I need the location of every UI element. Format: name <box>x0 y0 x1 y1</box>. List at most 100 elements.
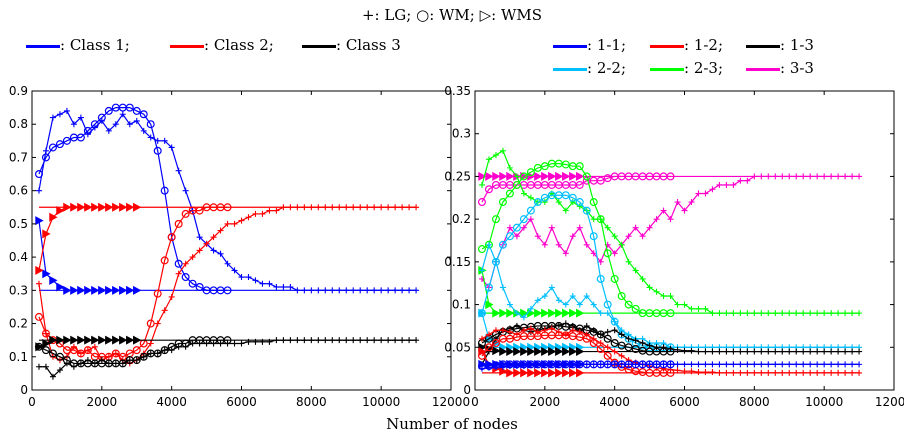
point-class-3-lg <box>112 360 119 367</box>
point-1-1-lg <box>618 361 625 368</box>
point-1-3-lg <box>646 342 653 349</box>
point-1-3-lg <box>821 348 828 355</box>
point-1-3-lg <box>492 335 499 342</box>
point-2-2-wm <box>484 283 493 292</box>
point-class-3-wm <box>41 346 50 355</box>
point-1-2-lg <box>835 369 842 376</box>
point-class-3-lg <box>182 343 189 350</box>
point-1-1-lg <box>534 362 541 369</box>
y-tick-label: 0.8 <box>9 117 28 131</box>
point-2-2-wm <box>596 274 605 283</box>
point-1-2-lg <box>695 369 702 376</box>
point-3-3-lg <box>807 173 814 180</box>
point-1-1-lg <box>562 361 569 368</box>
point-class-3-lg <box>189 340 196 347</box>
x-tick-label: 2000 <box>87 395 118 409</box>
point-class-1-lg <box>112 121 119 128</box>
series-line-class-1-wm <box>38 107 228 291</box>
point-2-2-wm <box>610 317 619 326</box>
point-class-1-lg <box>266 280 273 287</box>
point-2-3-lg <box>506 164 513 171</box>
point-class-2-wm <box>167 233 176 242</box>
point-1-3-lg <box>562 320 569 327</box>
y-tick-label: 0.3 <box>9 283 28 297</box>
point-2-3-lg <box>849 310 856 317</box>
point-1-3-lg <box>758 348 765 355</box>
point-class-2-wm <box>146 319 155 328</box>
point-2-3-lg <box>604 224 611 231</box>
point-class-2-lg <box>161 307 168 314</box>
point-1-2-wms <box>478 347 487 357</box>
point-1-3-lg <box>639 340 646 347</box>
point-1-2-wm <box>491 339 500 348</box>
point-3-3-wms <box>492 171 501 181</box>
series-line-3-3-lg <box>481 175 860 289</box>
point-class-3-lg <box>91 360 98 367</box>
point-1-1-lg <box>772 361 779 368</box>
point-1-1-lg <box>639 361 646 368</box>
point-class-1-lg <box>49 114 56 121</box>
point-class-2-lg <box>238 217 245 224</box>
point-2-3-wms <box>576 308 585 318</box>
point-2-3-lg <box>576 203 583 210</box>
point-class-2-lg <box>259 210 266 217</box>
y-tick-label: 0.2 <box>452 212 471 226</box>
point-class-1-lg <box>105 127 112 134</box>
point-class-3-lg <box>126 357 133 364</box>
point-class-3-lg <box>56 367 63 374</box>
point-1-1-lg <box>604 361 611 368</box>
point-2-2-lg <box>527 305 534 312</box>
point-1-3-lg <box>597 331 604 338</box>
point-class-3-lg <box>238 340 245 347</box>
x-tick-label: 4000 <box>599 395 630 409</box>
point-class-1-lg <box>56 111 63 118</box>
point-2-3-lg <box>618 241 625 248</box>
point-class-3-lg <box>224 340 231 347</box>
point-1-2-lg <box>485 331 492 338</box>
point-2-2-lg <box>597 310 604 317</box>
legend-label-3-3: : 3-3 <box>780 59 814 77</box>
point-3-3-lg <box>569 233 576 240</box>
x-tick-label: 4000 <box>156 395 187 409</box>
point-2-2-wm <box>568 193 577 202</box>
point-1-1-lg <box>632 361 639 368</box>
point-1-3-lg <box>695 348 702 355</box>
point-class-2-wm <box>76 349 85 358</box>
point-2-3-lg <box>611 233 618 240</box>
point-2-3-wm <box>526 168 535 177</box>
y-tick-label: 0.5 <box>9 217 28 231</box>
point-2-3-lg <box>814 310 821 317</box>
point-1-3-wms <box>541 347 550 357</box>
point-1-1-lg <box>835 361 842 368</box>
point-class-1-wm <box>125 103 134 112</box>
point-class-3-lg <box>98 357 105 364</box>
point-1-2-lg <box>779 369 786 376</box>
point-class-2-lg <box>210 234 217 241</box>
point-2-2-wm <box>498 240 507 249</box>
point-2-3-lg <box>520 190 527 197</box>
point-1-3-lg <box>590 327 597 334</box>
point-class-3-lg <box>147 350 154 357</box>
point-class-1-lg <box>161 137 168 144</box>
point-class-2-lg <box>91 343 98 350</box>
point-3-3-lg <box>849 173 856 180</box>
point-class-1-lg <box>84 131 91 138</box>
point-2-3-wms <box>534 308 543 318</box>
point-3-3-lg <box>541 241 548 248</box>
point-1-2-lg <box>688 368 695 375</box>
legend-swatch-2-2 <box>553 68 587 71</box>
point-2-3-wm <box>491 215 500 224</box>
point-class-1-lg <box>287 284 294 291</box>
point-3-3-lg <box>800 173 807 180</box>
point-1-2-lg <box>814 369 821 376</box>
point-1-3-lg <box>723 348 730 355</box>
x-tick-label: 0 <box>28 395 36 409</box>
point-2-3-lg <box>828 310 835 317</box>
point-2-2-lg <box>583 293 590 300</box>
x-tick-label: 10000 <box>362 395 400 409</box>
legend-swatch-1-3 <box>746 45 780 48</box>
point-class-3-wm <box>55 352 64 361</box>
point-3-3-lg <box>723 181 730 188</box>
point-1-2-lg <box>681 368 688 375</box>
point-2-3-lg <box>639 275 646 282</box>
